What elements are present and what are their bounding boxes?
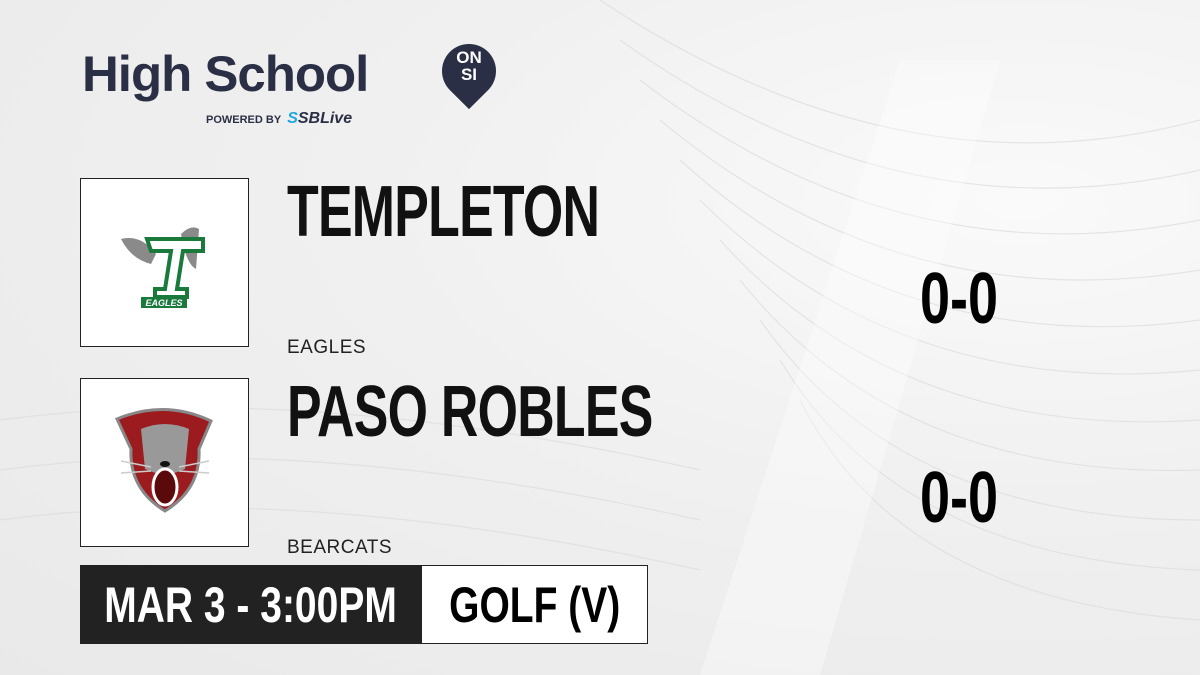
team-logo-paso-robles [80,378,249,547]
team-mascot-home: EAGLES [287,337,367,358]
team-score-away: 0-0 [920,458,999,538]
team-name-home: TEMPLETON [287,172,600,252]
eagles-logo-icon: EAGLES [121,227,205,308]
team-name-away: PASO ROBLES [287,372,653,452]
game-sport: GOLF (V) [421,565,648,644]
team-mascot-away: BEARCATS [287,537,393,558]
team-score-home: 0-0 [920,259,999,339]
team-logo-templeton: EAGLES [80,178,249,347]
game-datetime: MAR 3 - 3:00PM [80,565,421,644]
sblive-logo: SSBLive [287,110,353,127]
bearcat-logo-icon [114,407,213,513]
high-school-on-si-logo[interactable]: High School ON SI POWERED BY SSBLive [82,32,508,127]
svg-text:EAGLES: EAGLES [145,298,182,308]
brand-title: High School [82,46,369,102]
badge-text: ON SI [456,48,482,84]
powered-by: POWERED BY SSBLive [206,110,353,127]
